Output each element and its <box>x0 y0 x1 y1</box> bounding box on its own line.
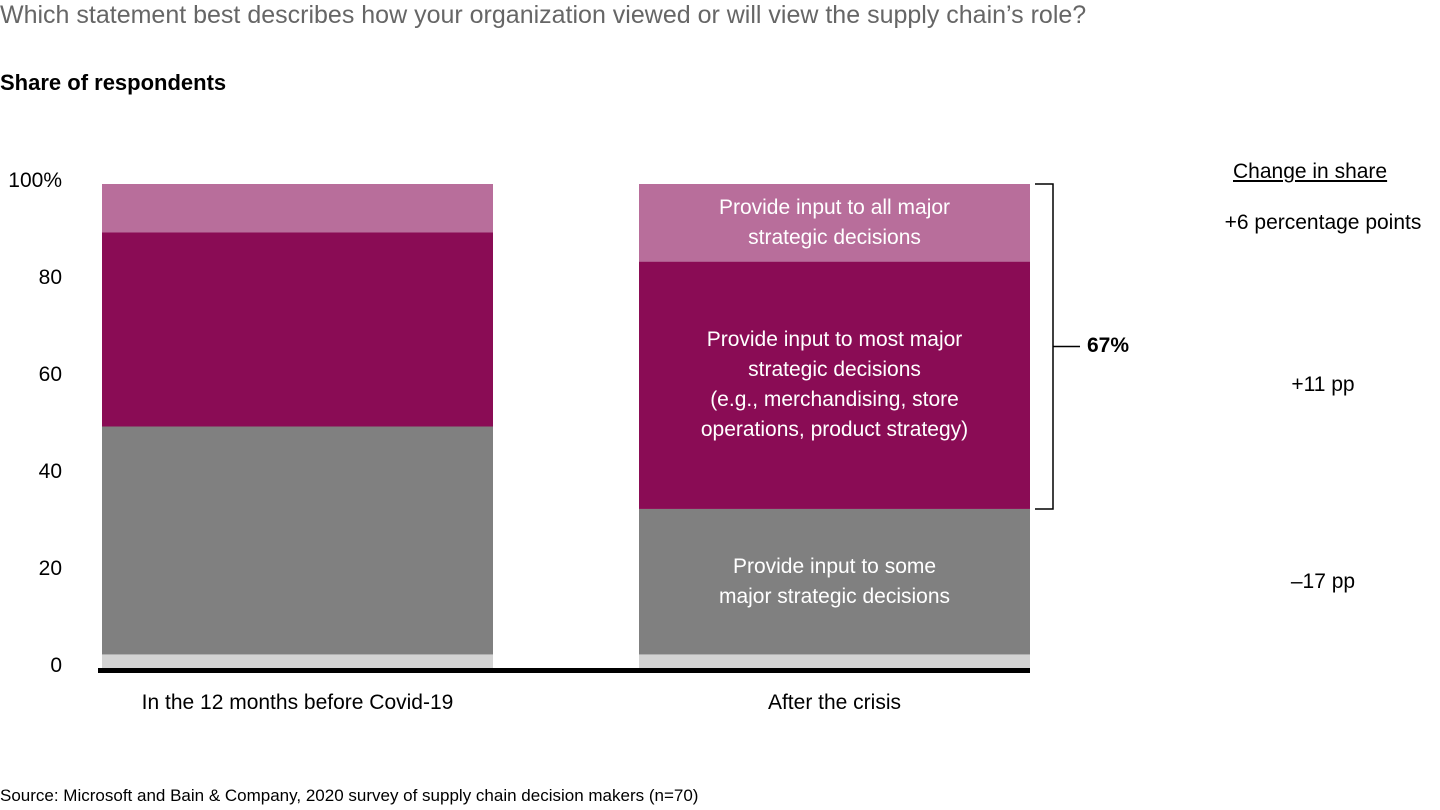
bar-segment <box>102 184 493 233</box>
change-label: –17 pp <box>1290 569 1356 593</box>
bar-segment <box>639 654 1030 669</box>
bracket-label: 67% <box>1087 334 1130 358</box>
segment-label: Provide input to some major strategic de… <box>718 554 951 608</box>
y-tick-label: 60 <box>38 363 62 386</box>
bar-segment <box>639 261 1030 509</box>
bar-segment <box>102 654 493 669</box>
source: Source: Microsoft and Bain & Company, 20… <box>0 786 699 805</box>
bar-segment <box>102 232 493 427</box>
y-tick-label: 0 <box>50 654 62 677</box>
bar-segment <box>639 184 1030 262</box>
change-label: +6 percentage points <box>1224 210 1422 234</box>
chart-title: Which statement best describes how your … <box>0 1 1087 29</box>
change-header: Change in share <box>1233 160 1388 183</box>
y-tick-label: 100% <box>8 169 62 192</box>
y-tick-label: 40 <box>38 460 62 483</box>
y-tick-label: 20 <box>38 557 62 580</box>
baseline <box>98 668 1030 673</box>
segment-label: Provide input to most major strategic de… <box>700 328 969 442</box>
x-tick-label: After the crisis <box>767 691 902 714</box>
bar-segment <box>639 508 1030 655</box>
bar-segment <box>102 426 493 655</box>
segment-label: Provide input to all major strategic dec… <box>718 195 951 249</box>
x-tick-label: In the 12 months before Covid-19 <box>141 691 454 714</box>
change-label: +11 pp <box>1291 373 1355 397</box>
bracket <box>1035 183 1080 510</box>
chart-subtitle: Share of respondents <box>0 70 227 95</box>
y-tick-label: 80 <box>38 266 62 289</box>
